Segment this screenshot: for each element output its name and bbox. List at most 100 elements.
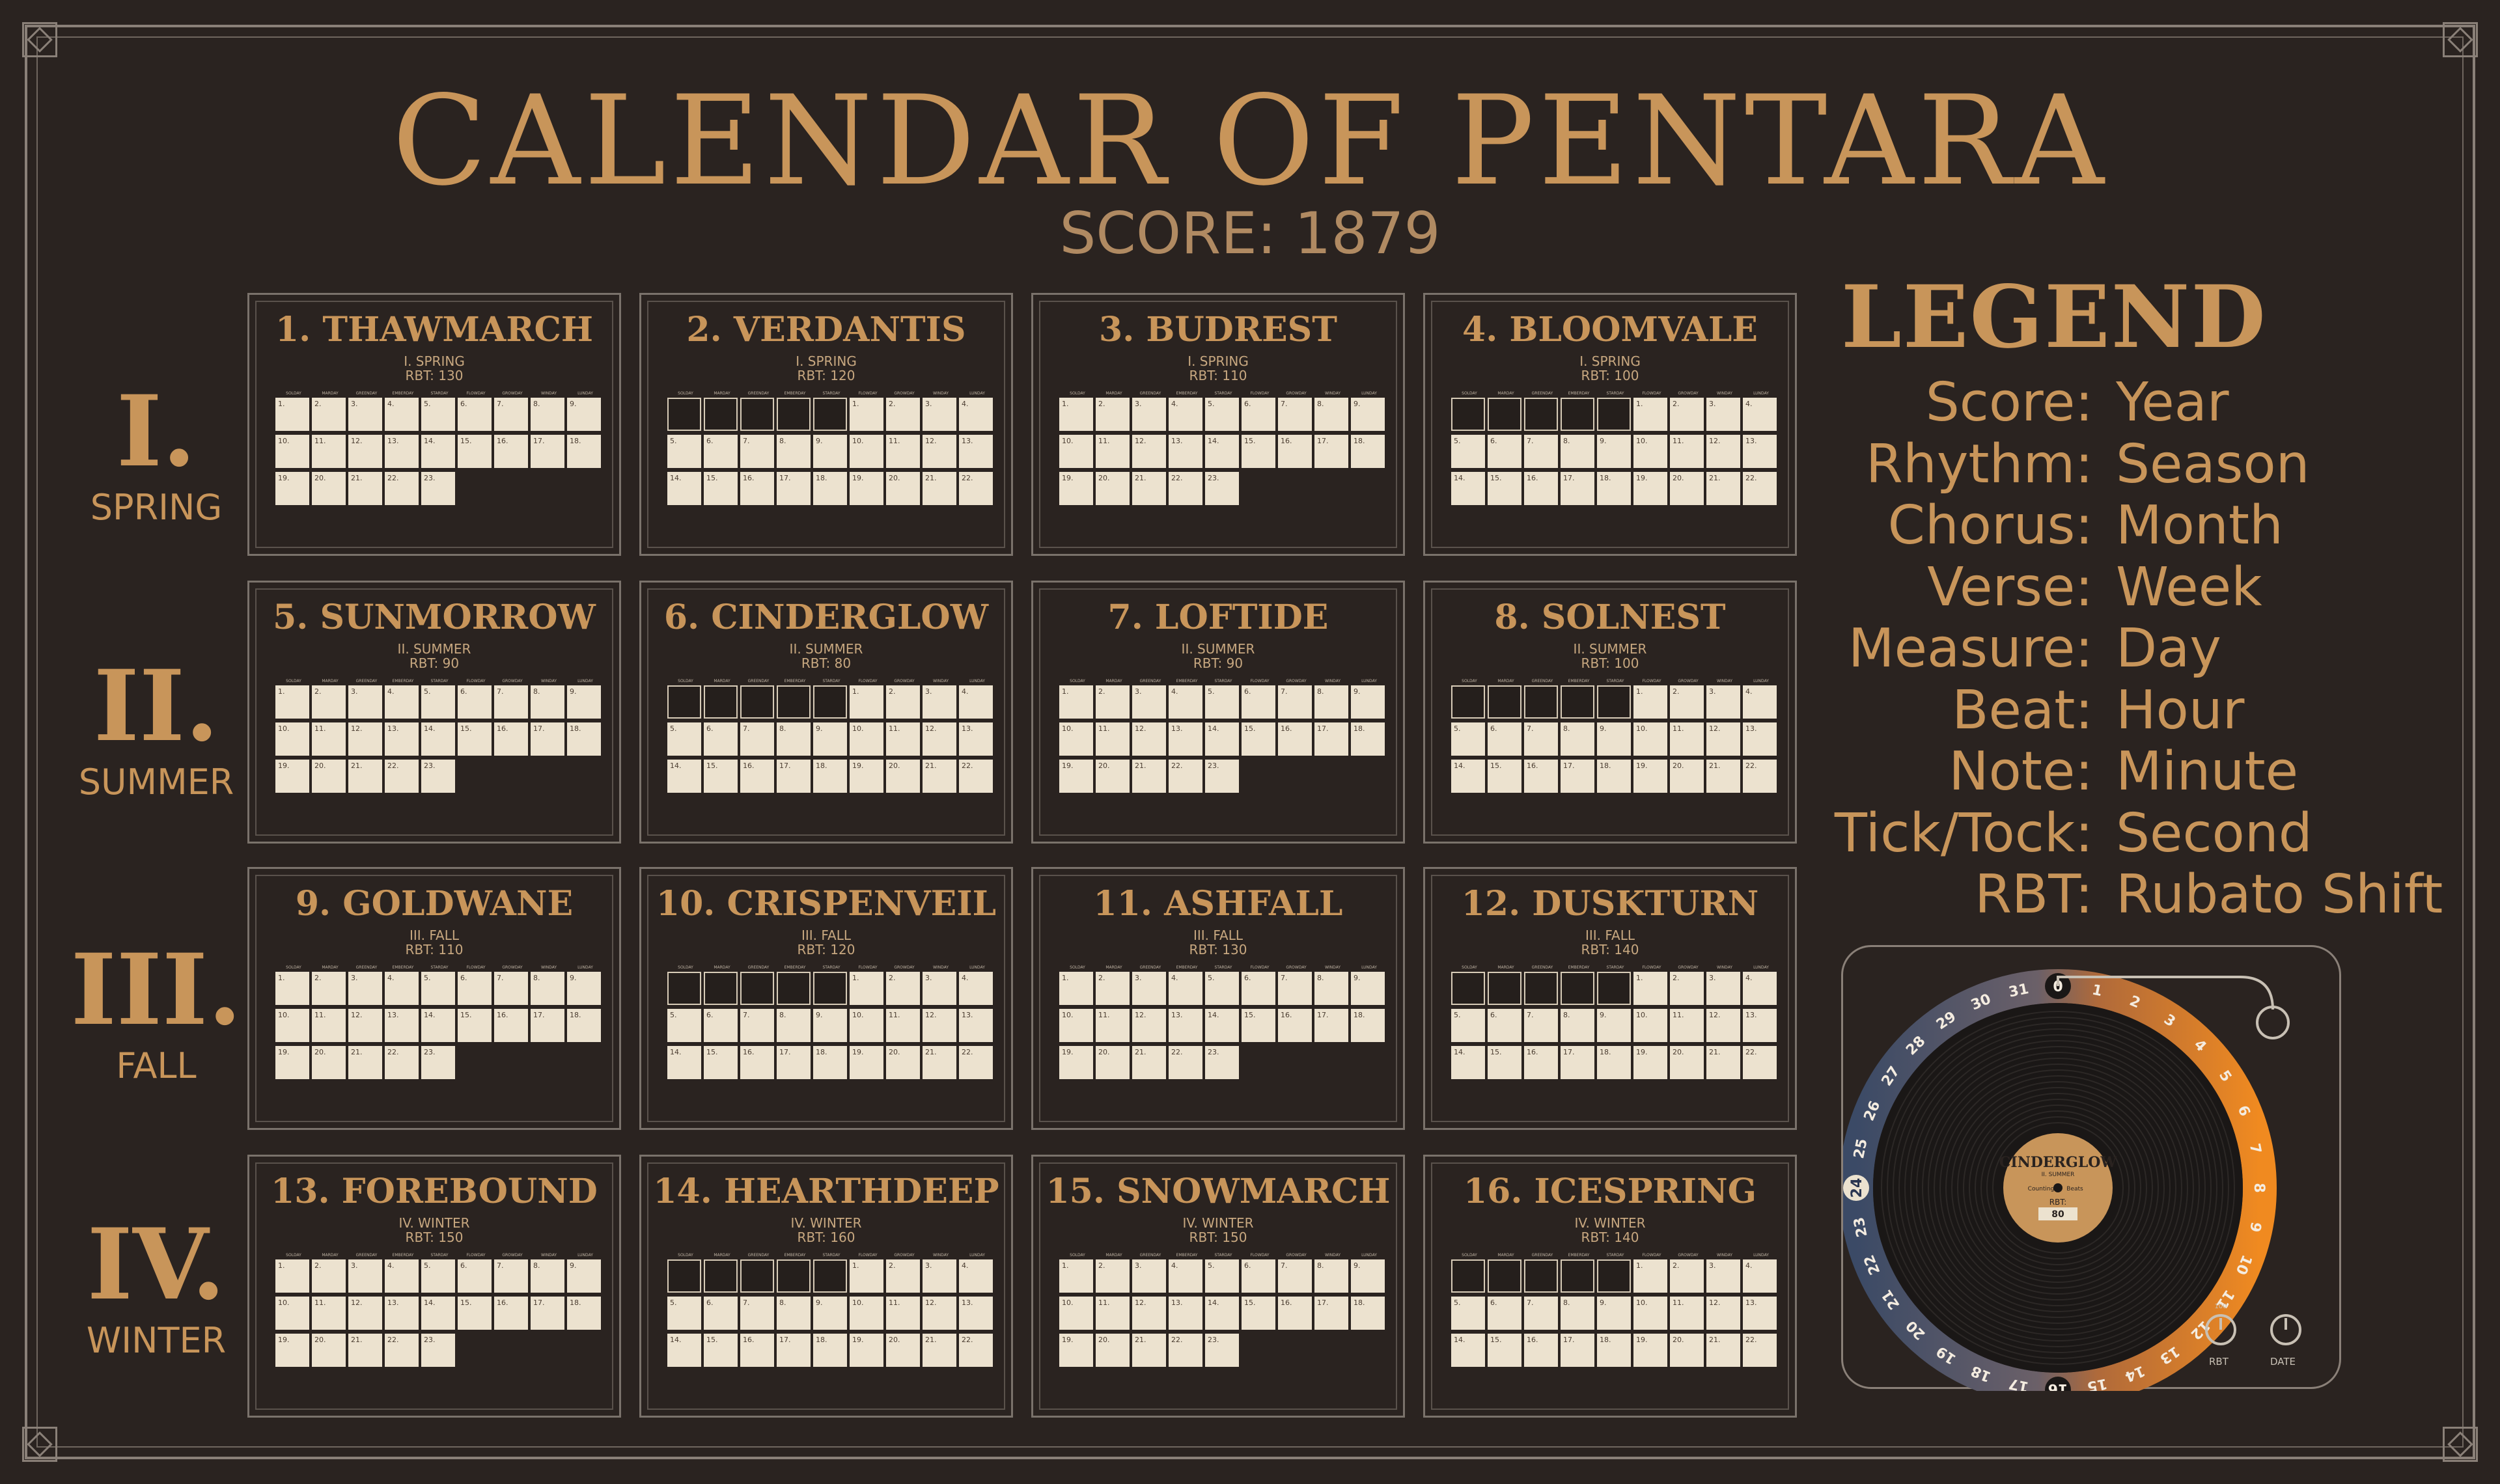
day-cell[interactable]: 3. (923, 1259, 956, 1293)
day-cell[interactable]: 15. (1242, 1297, 1275, 1330)
day-cell[interactable]: 14. (667, 1046, 701, 1079)
day-cell[interactable]: 23. (1205, 472, 1239, 505)
day-cell[interactable]: 18. (1351, 435, 1385, 468)
day-cell[interactable]: 19. (275, 1046, 309, 1079)
dial-number[interactable]: 16 (2048, 1381, 2068, 1391)
day-cell[interactable]: 14. (1205, 722, 1239, 756)
day-cell[interactable]: 5. (667, 435, 701, 468)
day-cell[interactable]: 9. (1597, 435, 1631, 468)
day-cell[interactable]: 2. (886, 1259, 920, 1293)
day-cell[interactable]: 11. (886, 1009, 920, 1042)
day-cell[interactable]: 9. (813, 1297, 847, 1330)
day-cell[interactable]: 11. (1670, 722, 1704, 756)
day-cell[interactable]: 7. (1278, 398, 1312, 431)
day-cell[interactable]: 18. (813, 472, 847, 505)
day-cell[interactable]: 23. (421, 1046, 455, 1079)
day-cell[interactable]: 18. (567, 1009, 601, 1042)
day-cell[interactable]: 4. (1743, 972, 1777, 1005)
day-cell[interactable]: 21. (348, 1334, 382, 1367)
day-cell[interactable]: 12. (923, 1009, 956, 1042)
day-cell[interactable]: 5. (1451, 1009, 1485, 1042)
day-cell[interactable]: 14. (421, 1009, 455, 1042)
day-cell[interactable]: 17. (777, 472, 811, 505)
day-cell[interactable]: 13. (1169, 1009, 1202, 1042)
day-cell[interactable]: 7. (494, 685, 528, 719)
day-cell[interactable]: 19. (850, 760, 883, 793)
day-cell[interactable]: 17. (1314, 1009, 1348, 1042)
day-cell[interactable]: 4. (1743, 1259, 1777, 1293)
dial-number[interactable]: 23 (1851, 1216, 1870, 1239)
day-cell[interactable]: 19. (850, 472, 883, 505)
day-cell[interactable]: 14. (1205, 1009, 1239, 1042)
day-cell[interactable]: 5. (1205, 398, 1239, 431)
day-cell[interactable]: 2. (312, 972, 346, 1005)
day-cell[interactable]: 8. (777, 435, 811, 468)
day-cell[interactable]: 17. (777, 1334, 811, 1367)
day-cell[interactable]: 9. (1597, 722, 1631, 756)
day-cell[interactable]: 8. (777, 1297, 811, 1330)
day-cell[interactable]: 15. (1242, 435, 1275, 468)
day-cell[interactable]: 13. (1743, 1297, 1777, 1330)
day-cell[interactable]: 1. (1633, 972, 1667, 1005)
day-cell[interactable]: 14. (1205, 1297, 1239, 1330)
dial-number[interactable]: 8 (2251, 1183, 2267, 1192)
day-cell[interactable]: 4. (385, 398, 419, 431)
day-cell[interactable]: 12. (1132, 1297, 1166, 1330)
day-cell[interactable]: 12. (923, 722, 956, 756)
day-cell[interactable]: 10. (1059, 1297, 1093, 1330)
day-cell[interactable]: 13. (959, 435, 993, 468)
day-cell[interactable]: 22. (385, 1046, 419, 1079)
day-cell[interactable]: 12. (1132, 1009, 1166, 1042)
day-cell[interactable]: 16. (1278, 435, 1312, 468)
day-cell[interactable]: 8. (531, 398, 564, 431)
day-cell[interactable]: 8. (777, 722, 811, 756)
day-cell[interactable]: 4. (1169, 398, 1202, 431)
day-cell[interactable]: 20. (886, 760, 920, 793)
day-cell[interactable]: 1. (275, 685, 309, 719)
day-cell[interactable]: 17. (1561, 760, 1594, 793)
day-cell[interactable]: 5. (1451, 722, 1485, 756)
day-cell[interactable]: 6. (1242, 1259, 1275, 1293)
day-cell[interactable]: 9. (567, 685, 601, 719)
day-cell[interactable]: 3. (1132, 685, 1166, 719)
day-cell[interactable]: 6. (1488, 722, 1521, 756)
day-cell[interactable]: 12. (348, 435, 382, 468)
day-cell[interactable]: 7. (1524, 435, 1558, 468)
day-cell[interactable]: 8. (531, 685, 564, 719)
day-cell[interactable]: 11. (1670, 1297, 1704, 1330)
day-cell[interactable]: 19. (275, 472, 309, 505)
day-cell[interactable]: 2. (1096, 685, 1130, 719)
day-cell[interactable]: 6. (1242, 398, 1275, 431)
day-cell[interactable]: 9. (813, 722, 847, 756)
day-cell[interactable]: 18. (1597, 472, 1631, 505)
day-cell[interactable]: 21. (923, 1046, 956, 1079)
day-cell[interactable]: 3. (348, 398, 382, 431)
dial-number[interactable]: 0 (2053, 979, 2062, 995)
day-cell[interactable]: 5. (1451, 435, 1485, 468)
day-cell[interactable]: 9. (567, 1259, 601, 1293)
day-cell[interactable]: 1. (1059, 1259, 1093, 1293)
day-cell[interactable]: 1. (850, 972, 883, 1005)
day-cell[interactable]: 2. (1670, 1259, 1704, 1293)
day-cell[interactable]: 10. (275, 722, 309, 756)
day-cell[interactable]: 6. (704, 1297, 738, 1330)
day-cell[interactable]: 17. (777, 1046, 811, 1079)
day-cell[interactable]: 18. (1351, 722, 1385, 756)
day-cell[interactable]: 9. (1597, 1009, 1631, 1042)
day-cell[interactable]: 7. (494, 972, 528, 1005)
day-cell[interactable]: 2. (886, 398, 920, 431)
day-cell[interactable]: 22. (1169, 1046, 1202, 1079)
day-cell[interactable]: 19. (1059, 472, 1093, 505)
day-cell[interactable]: 4. (385, 972, 419, 1005)
day-cell[interactable]: 2. (886, 685, 920, 719)
day-cell[interactable]: 16. (494, 1297, 528, 1330)
day-cell[interactable]: 1. (1633, 398, 1667, 431)
day-cell[interactable]: 9. (1351, 972, 1385, 1005)
day-cell[interactable]: 8. (777, 1009, 811, 1042)
day-cell[interactable]: 21. (1132, 760, 1166, 793)
day-cell[interactable]: 16. (494, 722, 528, 756)
day-cell[interactable]: 10. (1059, 435, 1093, 468)
day-cell[interactable]: 15. (704, 472, 738, 505)
day-cell[interactable]: 20. (1670, 1046, 1704, 1079)
day-cell[interactable]: 12. (923, 1297, 956, 1330)
